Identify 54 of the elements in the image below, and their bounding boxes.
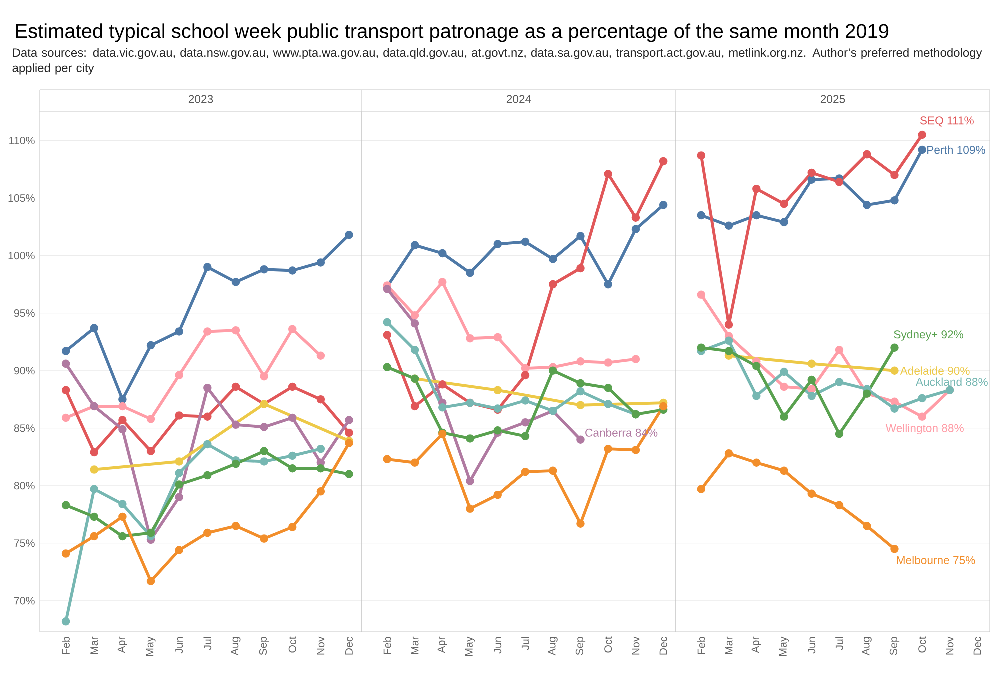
series-label: Melbourne 75% [897,556,976,564]
y-tick-label: 100% [8,252,35,260]
x-tick-label: Nov [317,636,325,655]
x-tick-label: Jul [522,637,530,650]
x-tick-label: Nov [946,636,954,655]
x-tick-label: Oct [918,636,926,653]
series-label: Auckland 88% [916,378,988,386]
x-tick-label: Mar [725,636,733,654]
x-tick-label: Jul [204,637,212,650]
series-label: SEQ 111% [920,116,974,127]
x-tick-label: Nov [632,636,640,655]
text: Estimated typical school week public transport patronage as a percentage of the same month 2019 [16,24,889,42]
x-tick-label: Jul [836,637,844,650]
text: 2024 [506,95,532,104]
x-tick-label: Oct [604,636,612,653]
x-tick-label: Apr [118,636,128,654]
text: 2025 [820,95,846,104]
text: Data sources: data.vic.gov.au, data.nsw.gov.au, www.pta.wa.gov.au, data.qld.gov.au, at.govt.nz, data.sa.gov.au, transport.act.gov.au, metlink.org.nz. Author’s preferred methodology applied per city [12,48,982,75]
x-tick-label: Jun [176,637,184,654]
x-tick-label: Dec [346,636,353,655]
x-tick-label: May [779,636,790,656]
x-tick-label: Apr [752,636,762,654]
x-tick-label: Sep [259,637,270,656]
x-tick-label: Feb [383,637,392,654]
y-tick-label: 80% [14,482,35,490]
series-label: Adelaide 90% [900,366,970,375]
x-tick-label: Aug [548,637,558,656]
x-tick-label: Dec [974,636,982,655]
x-tick-label: Sep [576,637,586,656]
x-tick-label: Mar [90,636,98,654]
y-tick-label: 95% [14,310,35,318]
x-tick-label: Jun [494,637,502,654]
x-tick-label: Jun [808,637,816,654]
series-label: Wellington 88% [886,424,964,435]
y-tick-label: 70% [14,597,35,605]
x-tick-label: Feb [62,637,70,654]
x-tick-label: Feb [697,637,706,654]
x-tick-label: Aug [231,637,241,656]
series-label: Perth 109% [928,146,986,154]
x-tick-label: Sep [890,637,900,656]
x-tick-label: May [465,636,476,656]
x-tick-label: May [146,636,156,656]
y-tick-label: 105% [8,194,35,202]
text: 2023 [188,95,214,104]
y-tick-label: 85% [14,424,35,432]
x-tick-label: Aug [862,637,872,656]
y-tick-label: 75% [14,540,35,548]
x-tick-label: Oct [288,636,296,653]
x-tick-label: Apr [438,636,448,654]
x-tick-label: Mar [411,636,419,654]
y-tick-label: 110% [10,136,35,145]
x-tick-label: Dec [660,636,668,655]
series-label: Sydney+ 92% [894,330,964,341]
y-tick-label: 90% [14,367,35,375]
